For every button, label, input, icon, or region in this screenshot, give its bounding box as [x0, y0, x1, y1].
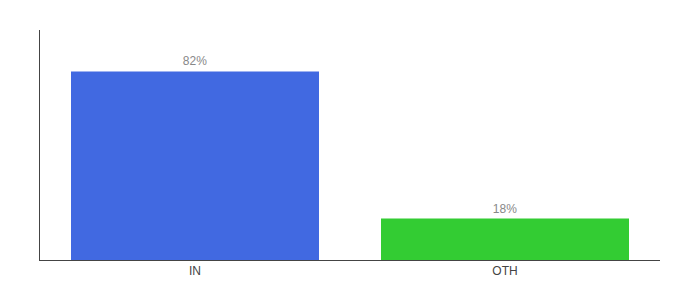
svg-text:IN: IN — [189, 264, 201, 278]
svg-text:82%: 82% — [183, 54, 207, 68]
svg-text:OTH: OTH — [492, 264, 517, 278]
svg-text:18%: 18% — [493, 202, 517, 216]
